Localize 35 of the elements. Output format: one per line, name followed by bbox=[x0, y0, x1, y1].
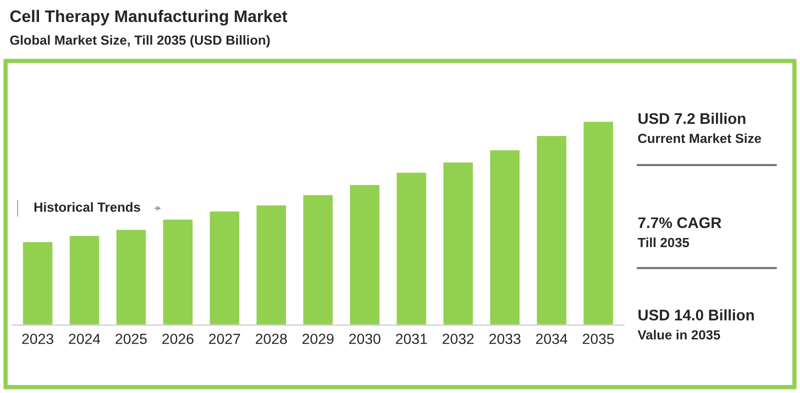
x-tick-label: 2023 bbox=[22, 334, 54, 344]
x-tick-label: 2025 bbox=[116, 334, 147, 344]
chart-subtitle: Global Market Size, Till 2035 (USD Billion) bbox=[10, 35, 270, 48]
text: Current Market Size bbox=[638, 133, 762, 144]
bar bbox=[442, 161, 474, 326]
bar bbox=[348, 184, 381, 326]
x-tick-label: 2032 bbox=[442, 334, 474, 344]
x-tick-label: 2029 bbox=[302, 334, 334, 344]
bar bbox=[255, 204, 288, 326]
bar bbox=[395, 171, 428, 326]
bar bbox=[582, 120, 614, 326]
x-tick-label: 2034 bbox=[536, 334, 568, 344]
bar bbox=[535, 134, 568, 326]
bar bbox=[162, 218, 194, 326]
text: 7.7% CAGR bbox=[638, 217, 722, 228]
bar bbox=[208, 210, 241, 326]
x-tick-label: 2026 bbox=[162, 334, 194, 344]
text: Till 2035 bbox=[638, 238, 690, 248]
bar bbox=[115, 228, 148, 326]
x-tick-label: 2031 bbox=[396, 334, 427, 344]
x-tick-label: 2035 bbox=[582, 334, 614, 344]
x-tick-label: 2033 bbox=[489, 334, 520, 344]
bar bbox=[22, 240, 54, 326]
annotation: Historical Trends bbox=[34, 202, 140, 212]
bar bbox=[488, 148, 521, 326]
x-tick-label: 2024 bbox=[68, 334, 100, 344]
bar bbox=[68, 234, 101, 326]
x-tick-label: 2030 bbox=[349, 334, 380, 344]
x-tick-label: 2028 bbox=[256, 334, 287, 344]
text: Value in 2035 bbox=[638, 330, 720, 340]
bar bbox=[302, 194, 334, 326]
text: USD 14.0 Billion bbox=[638, 309, 754, 320]
text: USD 7.2 Billion bbox=[638, 112, 746, 124]
chart-title: Cell Therapy Manufacturing Market bbox=[10, 10, 288, 26]
x-tick-label: 2027 bbox=[209, 334, 240, 344]
